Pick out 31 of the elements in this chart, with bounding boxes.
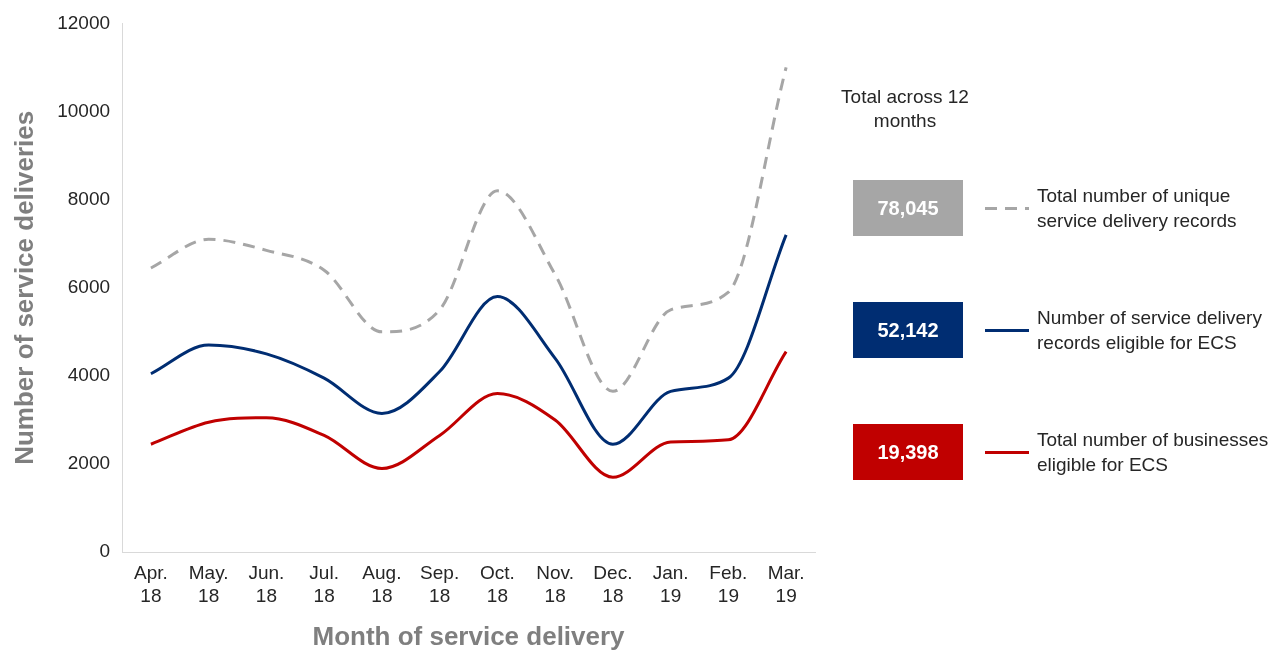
y-tick-label: 10000 — [57, 99, 111, 121]
line-series — [149, 350, 788, 479]
legend-title: Total across 12 months — [840, 85, 970, 133]
x-tick-label: Jul. 18 — [309, 561, 339, 606]
legend-label: Total number of unique service delivery records — [1037, 184, 1238, 233]
y-tick-label: 8000 — [67, 187, 111, 209]
y-axis-title: Number of service deliveries — [8, 110, 39, 465]
x-tick-label: Dec. 18 — [593, 561, 633, 606]
legend-label: Number of service delivery records eligible for ECS — [1037, 306, 1263, 355]
x-tick-label: Mar. 19 — [767, 561, 805, 606]
x-tick-label: Oct. 18 — [479, 561, 515, 606]
y-tick-label: 4000 — [67, 364, 111, 386]
y-tick-label: 0 — [99, 540, 111, 562]
x-tick-label: Jun. 18 — [248, 561, 285, 606]
x-tick-label: May. 18 — [188, 561, 229, 606]
y-tick-label: 6000 — [67, 276, 111, 298]
x-tick-label: Aug. 18 — [362, 561, 402, 606]
x-tick-label: Feb. 19 — [709, 561, 748, 606]
x-axis-title: Month of service delivery — [312, 620, 626, 651]
legend-label: Total number of businesses eligible for ECS — [1037, 428, 1270, 477]
text: 52,142 — [853, 302, 963, 358]
y-tick-label: 12000 — [57, 11, 111, 33]
x-tick-label: Jan. 19 — [652, 561, 689, 606]
line-series — [149, 65, 788, 393]
y-tick-label: 2000 — [67, 452, 111, 474]
x-tick-label: Apr. 18 — [134, 561, 168, 606]
line-series — [149, 233, 788, 446]
x-tick-label: Sep. 18 — [420, 561, 460, 606]
text: 19,398 — [853, 424, 963, 480]
x-tick-label: Nov. 18 — [536, 561, 574, 606]
text: 78,045 — [853, 180, 963, 236]
